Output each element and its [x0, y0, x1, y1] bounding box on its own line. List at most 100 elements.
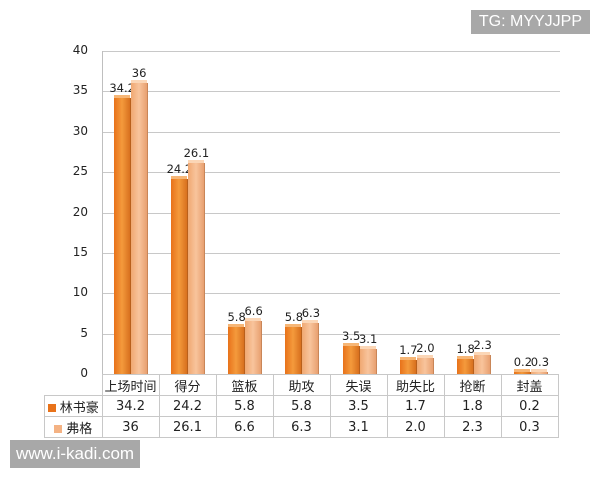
bar-cap: [457, 356, 474, 360]
bar-cap: [531, 368, 548, 372]
bar-series1: [457, 356, 475, 374]
bar-series2: [130, 80, 148, 374]
bar-cap: [187, 160, 204, 164]
bar-series1: [170, 175, 188, 374]
y-tick-label: 10: [72, 285, 88, 299]
table-cell: 1.8: [443, 395, 502, 417]
table-cell: 3.5: [329, 395, 388, 417]
bar-cap: [170, 175, 187, 179]
table-cell: 36: [101, 416, 160, 438]
legend-swatch-icon: [47, 404, 56, 412]
data-label: 1.8: [456, 342, 475, 357]
table-header-row: 上场时间 得分 篮板 助攻 失误 助失比 抢断 封盖: [44, 374, 559, 396]
y-tick-label: 30: [72, 124, 88, 138]
table-cell: 34.2: [101, 395, 160, 417]
bar-series2: [359, 345, 377, 374]
gridline: [102, 172, 560, 173]
bar-cap: [474, 352, 491, 356]
bar-cap: [285, 324, 302, 328]
data-label: 36: [131, 66, 147, 81]
bar-cap: [399, 357, 416, 361]
bar-series2: [416, 354, 434, 374]
bar-cap: [359, 345, 376, 349]
table-cell: 2.3: [443, 416, 502, 438]
data-label: 26.1: [183, 146, 210, 161]
legend-swatch-icon: [54, 425, 63, 433]
bar-series2: [245, 317, 263, 374]
legend-entry-series1: 林书豪: [44, 395, 103, 417]
table-cell: 5.8: [215, 395, 274, 417]
data-label: 5.8: [227, 310, 246, 325]
y-axis-line: [102, 51, 103, 374]
table-cell: 1.7: [386, 395, 445, 417]
legend-label: 弗格: [66, 421, 93, 437]
table-header-cell: 封盖: [500, 374, 559, 396]
table-row: 林书豪 34.2 24.2 5.8 5.8 3.5 1.7 1.8 0.2: [44, 395, 559, 417]
gridline: [102, 334, 560, 335]
bar-cap: [342, 342, 359, 346]
table-cell: 24.2: [158, 395, 217, 417]
bar-cap: [302, 320, 319, 324]
table-header-cell: 助失比: [386, 374, 445, 396]
bar-cap: [113, 94, 130, 98]
bar-cap: [228, 324, 245, 328]
table-header-cell: 抢断: [443, 374, 502, 396]
data-label: 2.3: [473, 338, 492, 353]
bar-series1: [514, 369, 532, 374]
gridline: [102, 293, 560, 294]
table-row: 弗格 36 26.1 6.6 6.3 3.1 2.0 2.3 0.3: [44, 416, 559, 438]
bar-series2: [187, 160, 205, 374]
bar-series1: [113, 94, 131, 374]
bar-series1: [228, 324, 246, 374]
table-header-cell: 得分: [158, 374, 217, 396]
bar-series1: [342, 342, 360, 374]
y-tick-label: 25: [72, 164, 88, 178]
table-cell: 3.1: [329, 416, 388, 438]
table-cell: 6.6: [215, 416, 274, 438]
data-label: 3.1: [358, 331, 378, 346]
legend-label: 林书豪: [59, 400, 99, 416]
y-tick-label: 40: [72, 43, 88, 57]
table-cell: 6.3: [272, 416, 331, 438]
y-tick-label: 5: [80, 326, 88, 340]
data-table: 上场时间 得分 篮板 助攻 失误 助失比 抢断 封盖 林书豪 34.2 24.2…: [44, 374, 559, 438]
watermark-bottom-left: www.i-kadi.com: [10, 440, 141, 468]
gridline: [102, 213, 560, 214]
bar-cap: [245, 317, 262, 321]
bar-cap: [514, 369, 531, 373]
data-label: 0.2: [513, 355, 533, 370]
y-tick-label: 0: [80, 366, 88, 380]
y-tick-label: 15: [72, 245, 88, 259]
table-header-cell: 篮板: [215, 374, 274, 396]
gridline: [102, 253, 560, 254]
table-cell: 5.8: [272, 395, 331, 417]
bar-cap: [130, 80, 147, 84]
bar-series1: [399, 357, 417, 374]
data-label: 1.7: [399, 343, 418, 358]
bar-series1: [285, 324, 303, 374]
table-cell: 2.0: [386, 416, 445, 438]
data-label: 3.5: [341, 328, 361, 343]
data-label: 0.3: [530, 354, 550, 369]
data-label: 5.8: [284, 310, 304, 325]
table-cell: 0.3: [500, 416, 559, 438]
table-corner: [44, 374, 103, 396]
y-tick-label: 20: [72, 205, 88, 219]
data-label: 34.2: [109, 80, 135, 95]
gridline: [102, 132, 560, 133]
table-header-cell: 失误: [329, 374, 388, 396]
gridline: [102, 51, 560, 52]
watermark-top-right: TG: MYYJJPP: [470, 10, 590, 34]
y-tick-label: 35: [72, 83, 88, 97]
legend-entry-series2: 弗格: [44, 416, 103, 438]
bar-series2: [474, 352, 492, 374]
data-label: 24.2: [166, 161, 193, 176]
data-label: 6.6: [244, 303, 263, 318]
data-label: 2.0: [416, 340, 435, 355]
bar-series2: [531, 368, 549, 374]
gridline: [102, 91, 560, 92]
table-header-cell: 助攻: [272, 374, 331, 396]
data-label: 6.3: [301, 306, 321, 321]
table-cell: 26.1: [158, 416, 217, 438]
